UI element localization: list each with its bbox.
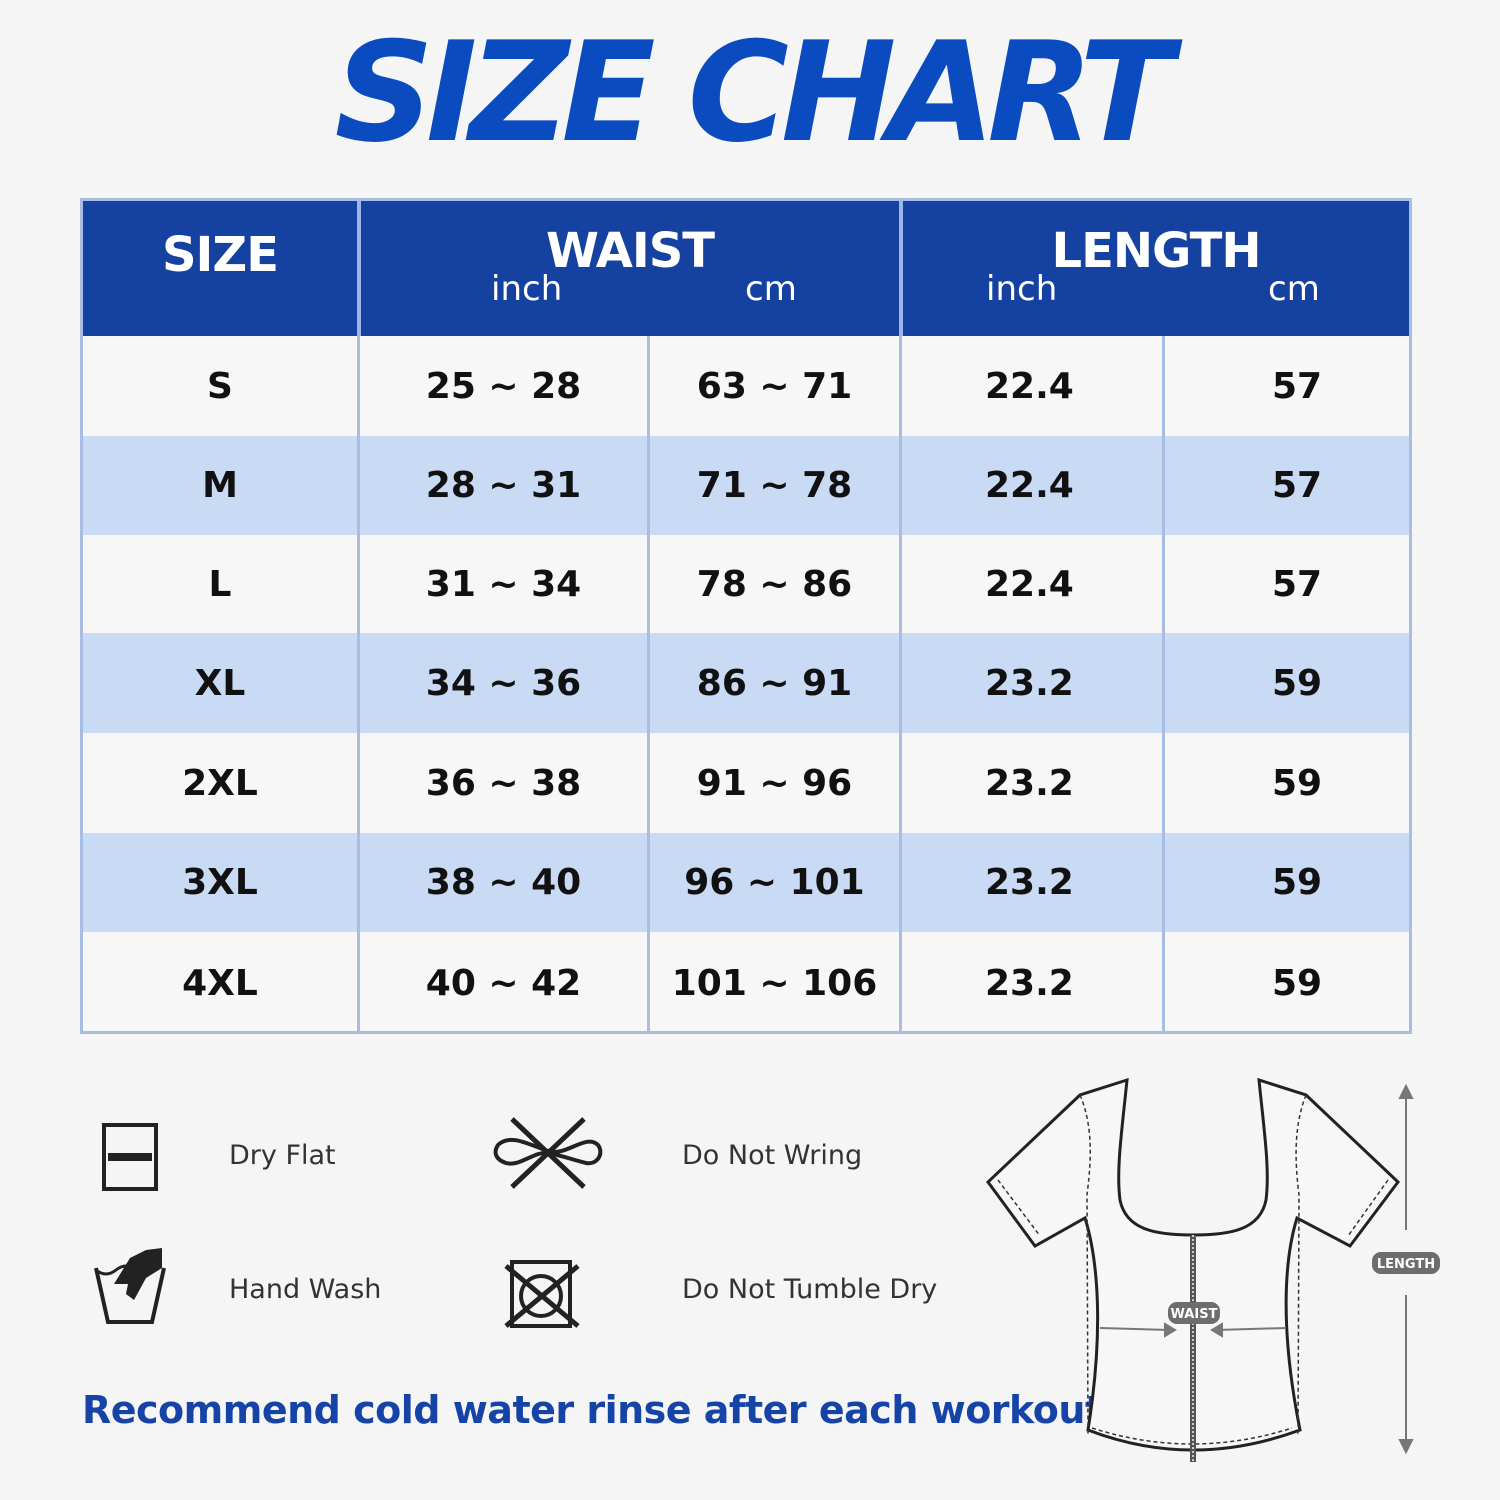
divider xyxy=(899,201,903,336)
cell-length-cm: 57 xyxy=(1272,465,1323,506)
cell-length-cm: 57 xyxy=(1272,563,1323,605)
cell-length-cm: 59 xyxy=(1272,962,1323,1004)
garment-diagram: WAIST LENGTH xyxy=(986,1077,1440,1462)
care-label-hand-wash: Hand Wash xyxy=(229,1274,382,1305)
care-label-do-not-tumble-dry: Do Not Tumble Dry xyxy=(682,1274,938,1305)
cell-length-cm: 57 xyxy=(1272,365,1323,407)
do-not-tumble-dry-icon xyxy=(504,1260,580,1328)
care-label-do-not-wring: Do Not Wring xyxy=(682,1140,863,1171)
cell-length-inch: 23.2 xyxy=(985,762,1074,804)
table-row: S 25 ~ 28 63 ~ 71 22.4 57 xyxy=(83,336,1409,436)
cell-waist-inch: 36 ~ 38 xyxy=(425,762,582,804)
cell-waist-cm: 91 ~ 96 xyxy=(696,762,853,804)
table-row: M 28 ~ 31 71 ~ 78 22.4 57 xyxy=(83,436,1409,535)
cell-waist-cm: 71 ~ 78 xyxy=(696,465,853,506)
cell-size: M xyxy=(202,465,238,506)
cell-length-inch: 22.4 xyxy=(985,563,1074,605)
cell-waist-inch: 34 ~ 36 xyxy=(425,662,582,704)
header-length-label: LENGTH xyxy=(1051,223,1261,279)
header-size: SIZE xyxy=(83,201,357,336)
page-title: SIZE CHART xyxy=(334,12,1174,173)
cell-length-inch: 22.4 xyxy=(985,465,1074,506)
divider xyxy=(899,336,902,1031)
do-not-wring-icon xyxy=(493,1117,603,1189)
hand-wash-icon xyxy=(94,1248,166,1324)
cell-size: 4XL xyxy=(182,962,258,1004)
care-label-dry-flat: Dry Flat xyxy=(229,1140,336,1171)
divider xyxy=(357,336,360,1031)
header-size-label: SIZE xyxy=(161,227,279,283)
cell-waist-cm: 101 ~ 106 xyxy=(671,962,878,1004)
cell-waist-inch: 28 ~ 31 xyxy=(425,465,582,506)
header-waist: WAIST inch cm xyxy=(361,201,899,336)
size-table: SIZE WAIST inch cm LENGTH inch cm S 25 ~ … xyxy=(80,198,1412,1034)
cell-size: 2XL xyxy=(182,762,258,804)
divider xyxy=(647,336,650,1031)
cell-waist-inch: 25 ~ 28 xyxy=(425,365,582,407)
header-waist-inch: inch xyxy=(491,269,563,309)
cell-waist-cm: 63 ~ 71 xyxy=(696,365,853,407)
cell-length-inch: 23.2 xyxy=(985,862,1074,903)
waist-label: WAIST xyxy=(1171,1307,1218,1322)
table-row: XL 34 ~ 36 86 ~ 91 23.2 59 xyxy=(83,633,1409,733)
cell-waist-inch: 31 ~ 34 xyxy=(425,563,582,605)
table-row: L 31 ~ 34 78 ~ 86 22.4 57 xyxy=(83,535,1409,633)
cell-length-cm: 59 xyxy=(1272,662,1323,704)
cell-size: 3XL xyxy=(182,862,258,903)
header-waist-label: WAIST xyxy=(545,223,715,279)
dry-flat-icon xyxy=(102,1123,158,1191)
header-length-inch: inch xyxy=(986,269,1058,309)
table-row: 2XL 36 ~ 38 91 ~ 96 23.2 59 xyxy=(83,733,1409,833)
cell-length-cm: 59 xyxy=(1272,762,1323,804)
cell-size: S xyxy=(207,365,233,407)
care-note: Recommend cold water rinse after each wo… xyxy=(82,1388,1117,1432)
divider xyxy=(357,201,361,336)
cell-size: XL xyxy=(194,662,246,704)
table-header: SIZE WAIST inch cm LENGTH inch cm xyxy=(83,201,1409,336)
cell-waist-cm: 86 ~ 91 xyxy=(696,662,853,704)
cell-length-cm: 59 xyxy=(1272,862,1323,903)
cell-waist-inch: 38 ~ 40 xyxy=(425,862,582,903)
table-row: 3XL 38 ~ 40 96 ~ 101 23.2 59 xyxy=(83,833,1409,932)
cell-size: L xyxy=(208,563,232,605)
length-label: LENGTH xyxy=(1377,1257,1435,1272)
cell-waist-inch: 40 ~ 42 xyxy=(425,962,582,1004)
cell-length-inch: 23.2 xyxy=(985,962,1074,1004)
cell-waist-cm: 96 ~ 101 xyxy=(684,862,865,903)
header-length: LENGTH inch cm xyxy=(903,201,1409,336)
header-length-cm: cm xyxy=(1268,269,1320,309)
cell-waist-cm: 78 ~ 86 xyxy=(696,563,853,605)
divider xyxy=(1162,336,1165,1031)
cell-length-inch: 22.4 xyxy=(985,365,1074,407)
table-row: 4XL 40 ~ 42 101 ~ 106 23.2 59 xyxy=(83,932,1409,1034)
cell-length-inch: 23.2 xyxy=(985,662,1074,704)
header-waist-cm: cm xyxy=(745,269,797,309)
